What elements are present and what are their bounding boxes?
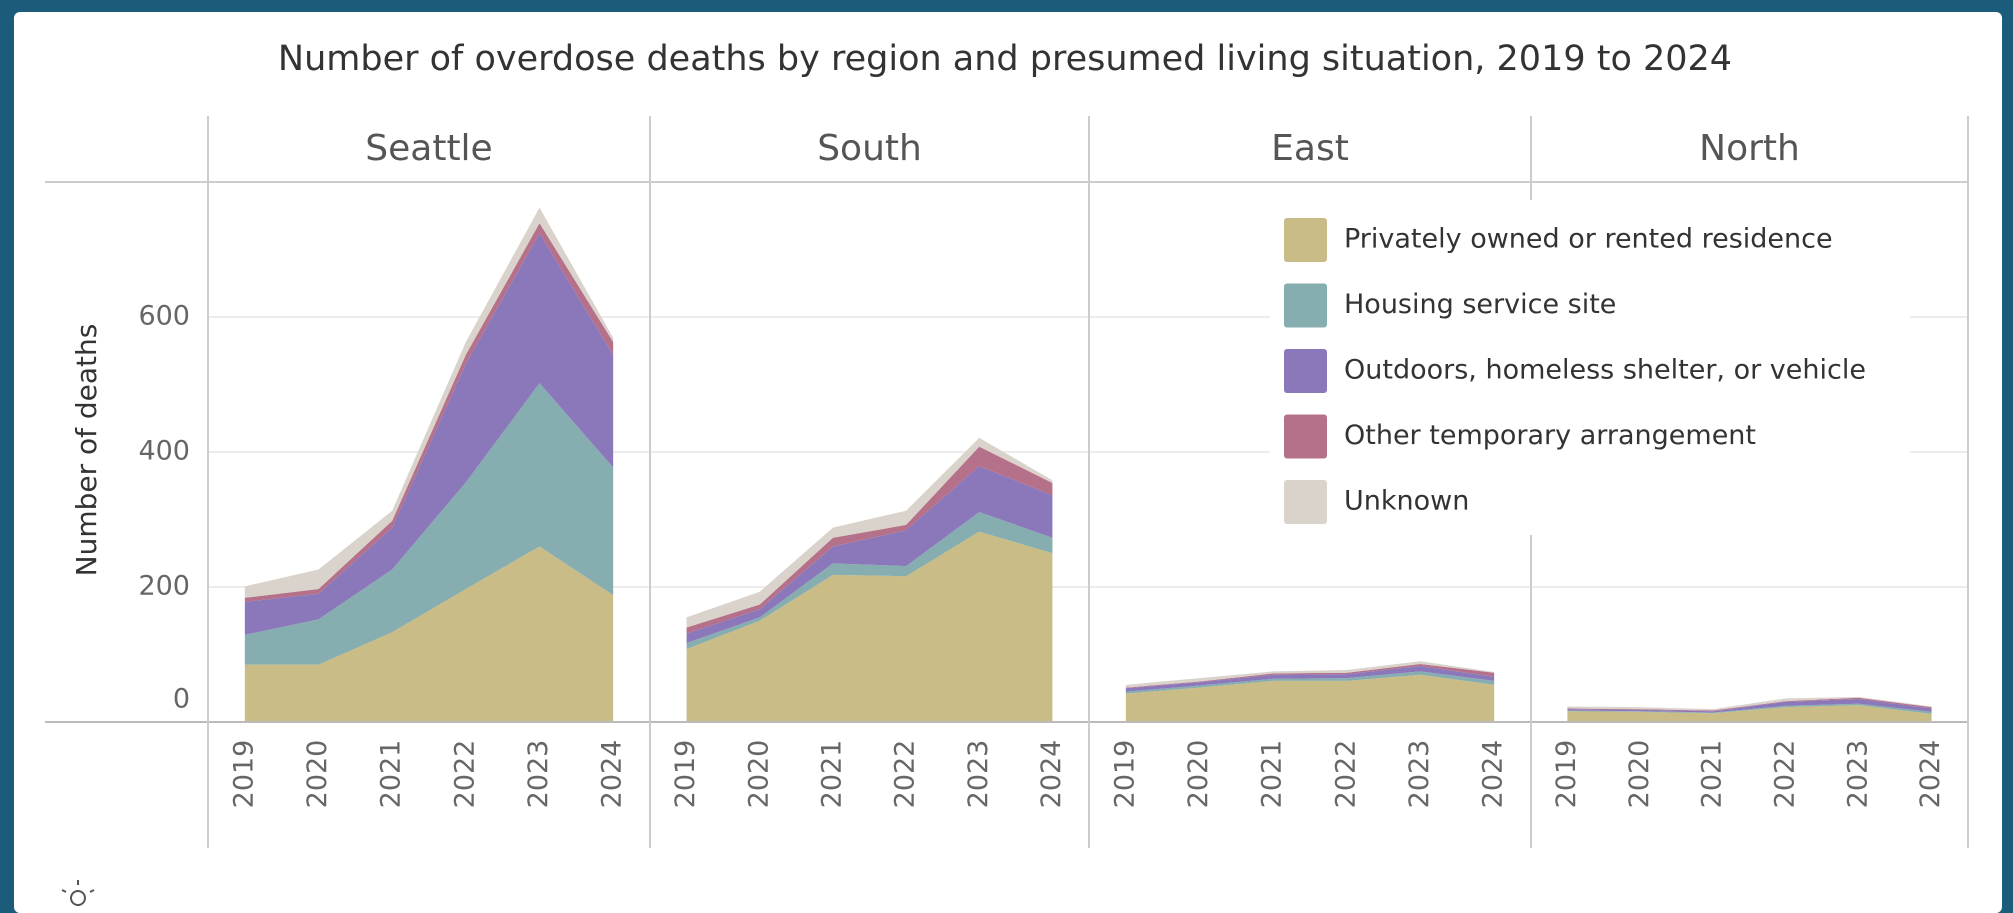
area [244, 383, 614, 665]
legend-label: Unknown [1344, 486, 1469, 517]
x-tick-label: 2024 [1478, 740, 1509, 809]
x-tick-label: 2024 [597, 740, 628, 809]
x-tick-label: 2020 [302, 740, 333, 809]
x-tick-label: 2020 [1624, 740, 1655, 809]
y-tick-label: 600 [138, 301, 190, 332]
x-tick-label: 2022 [1769, 740, 1800, 809]
legend-swatch [1284, 414, 1327, 459]
x-tick-label: 2024 [1915, 740, 1946, 809]
x-tick-label: 2021 [1697, 740, 1728, 809]
area [686, 512, 1053, 650]
x-tick-label: 2020 [743, 740, 774, 809]
area [1567, 697, 1932, 711]
x-tick-label: 2023 [963, 740, 994, 809]
y-tick-label: 200 [138, 571, 190, 602]
legend-label: Privately owned or rented residence [1344, 224, 1833, 255]
legend-swatch [1284, 218, 1327, 262]
area [686, 446, 1053, 634]
facet-label: North [1699, 128, 1800, 169]
area [686, 466, 1053, 644]
facet-label: Seattle [365, 128, 492, 169]
x-tick-label: 2021 [816, 740, 847, 809]
x-tick-label: 2023 [1842, 740, 1873, 809]
area [1567, 699, 1932, 713]
legend-background [1270, 200, 1910, 535]
area [244, 233, 614, 635]
area [1125, 674, 1495, 722]
x-tick-label: 2023 [1404, 740, 1435, 809]
chart-title: Number of overdose deaths by region and … [278, 39, 1732, 79]
legend-label: Housing service site [1344, 289, 1616, 320]
area [686, 437, 1053, 628]
area [1567, 705, 1932, 722]
y-tick-label: 0 [173, 684, 190, 715]
legend-label: Other temporary arrangement [1344, 420, 1756, 451]
x-tick-label: 2022 [1330, 740, 1361, 809]
x-tick-label: 2021 [1257, 740, 1288, 809]
x-tick-label: 2019 [1551, 740, 1582, 809]
x-tick-label: 2020 [1183, 740, 1214, 809]
facet-label: East [1271, 128, 1349, 169]
x-tick-label: 2019 [1109, 740, 1140, 809]
x-tick-label: 2022 [890, 740, 921, 809]
area [1125, 665, 1495, 692]
x-tick-label: 2022 [449, 740, 480, 809]
x-tick-label: 2024 [1036, 740, 1067, 809]
legend-swatch [1284, 349, 1327, 393]
x-tick-label: 2019 [670, 740, 701, 809]
legend-label: Outdoors, homeless shelter, or vehicle [1344, 355, 1866, 386]
x-tick-label: 2021 [376, 740, 407, 809]
y-axis-label: Number of deaths [70, 324, 103, 577]
x-tick-label: 2019 [228, 740, 259, 809]
area [244, 546, 614, 722]
x-tick-label: 2023 [523, 740, 554, 809]
area [686, 531, 1053, 722]
legend-swatch [1284, 480, 1327, 524]
insight-icon [61, 880, 95, 906]
y-tick-label: 400 [138, 436, 190, 467]
facet-label: South [817, 128, 922, 169]
legend-swatch [1284, 283, 1327, 328]
